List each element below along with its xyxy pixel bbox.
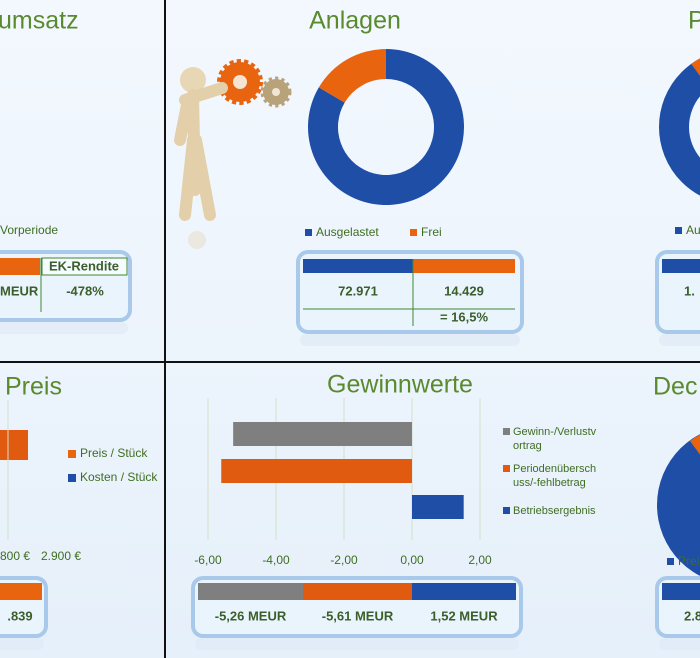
legend-label: Kosten / Stück xyxy=(80,470,158,484)
bar xyxy=(233,422,412,446)
legend-label: Ausgelastet xyxy=(316,225,379,239)
table-cell: 1. xyxy=(684,283,695,298)
legend-swatch xyxy=(503,465,510,472)
figure-illustration xyxy=(174,59,292,249)
x-tick-label: -2,00 xyxy=(330,553,358,567)
table-cell: MEUR xyxy=(0,283,39,298)
table-header xyxy=(303,583,412,600)
legend-swatch xyxy=(68,474,76,482)
table-cell: -478% xyxy=(66,283,104,298)
table-shadow xyxy=(659,638,700,650)
annotation: = 16,5% xyxy=(440,309,489,324)
table-header xyxy=(0,583,42,600)
bar xyxy=(221,459,412,483)
table-shadow xyxy=(0,322,128,334)
table-header xyxy=(41,257,128,276)
legend-swatch xyxy=(305,229,312,236)
legend-label: Prei xyxy=(678,554,699,568)
donut-cropped xyxy=(659,58,700,196)
donut-segment xyxy=(318,49,386,103)
legend-label: Preis / Stück xyxy=(80,446,148,460)
axis-label: 800 € xyxy=(0,549,30,563)
legend-swatch xyxy=(68,450,76,458)
table-shadow xyxy=(300,334,520,346)
table-shadow xyxy=(0,638,44,650)
table-header xyxy=(0,258,40,275)
donut-segment xyxy=(308,49,464,205)
table-header xyxy=(198,583,303,600)
chart-title: Anlagen xyxy=(309,7,401,35)
legend-swatch xyxy=(503,428,510,435)
legend-label: Betriebsergebnis xyxy=(513,505,596,517)
table-cell: 2.8 xyxy=(684,608,700,623)
legend-swatch xyxy=(675,227,682,234)
panel-title: P xyxy=(688,7,700,35)
x-tick-label: -6,00 xyxy=(194,553,222,567)
table-cell: 1,52 MEUR xyxy=(430,608,498,623)
x-tick-label: 0,00 xyxy=(400,553,424,567)
table-header-label: EK-Rendite xyxy=(49,258,119,273)
table-cell: -5,26 MEUR xyxy=(215,608,287,623)
chart-title: Gewinnwerte xyxy=(327,371,473,399)
table-header xyxy=(662,259,700,273)
table-header xyxy=(662,583,700,600)
x-tick-label: 2,00 xyxy=(468,553,492,567)
table-header xyxy=(412,583,516,600)
x-tick-label: -4,00 xyxy=(262,553,290,567)
legend-label: Gewinn-/Verlustvortrag xyxy=(513,426,597,452)
legend-swatch xyxy=(503,507,510,514)
bar xyxy=(412,495,464,519)
legend-label: Au xyxy=(686,223,700,237)
pie-cropped xyxy=(657,434,700,576)
table-cell: .839 xyxy=(7,608,32,623)
legend-label: Frei xyxy=(421,225,442,239)
legend-swatch xyxy=(410,229,417,236)
table-shadow xyxy=(659,334,700,346)
panel-title: Dec xyxy=(653,373,697,401)
table-header xyxy=(413,259,515,273)
panel-title: Preis xyxy=(5,373,62,401)
table-header xyxy=(303,259,413,273)
table-cell: -5,61 MEUR xyxy=(322,608,394,623)
panel-title: umsatz xyxy=(0,7,79,35)
bar-cropped xyxy=(0,430,28,460)
table-shadow xyxy=(195,638,519,650)
legend-label: Vorperiode xyxy=(0,223,58,237)
table-cell: 14.429 xyxy=(444,283,484,298)
axis-label: 2.900 € xyxy=(41,549,81,563)
legend-label: Periodenüberschuss/-fehlbetrag xyxy=(513,463,597,489)
table-cell: 72.971 xyxy=(338,283,378,298)
legend-swatch xyxy=(667,558,674,565)
